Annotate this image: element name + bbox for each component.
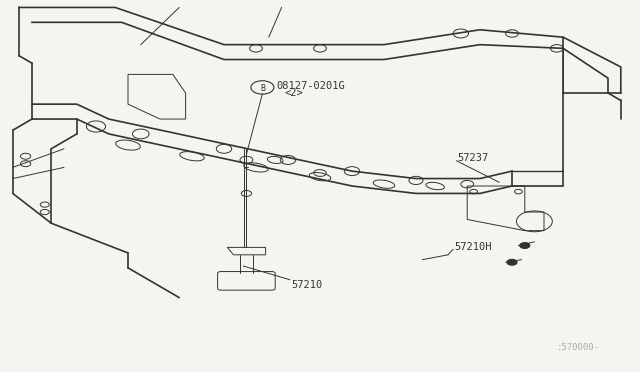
Circle shape (520, 243, 530, 248)
Text: <2>: <2> (284, 88, 303, 98)
Text: 57237: 57237 (458, 153, 489, 163)
Text: B: B (260, 84, 265, 93)
Text: 57210H: 57210H (454, 243, 492, 252)
Text: :570000-: :570000- (557, 343, 600, 352)
Circle shape (507, 259, 517, 265)
Text: 08127-0201G: 08127-0201G (276, 81, 345, 91)
Text: 57210: 57210 (291, 280, 323, 289)
